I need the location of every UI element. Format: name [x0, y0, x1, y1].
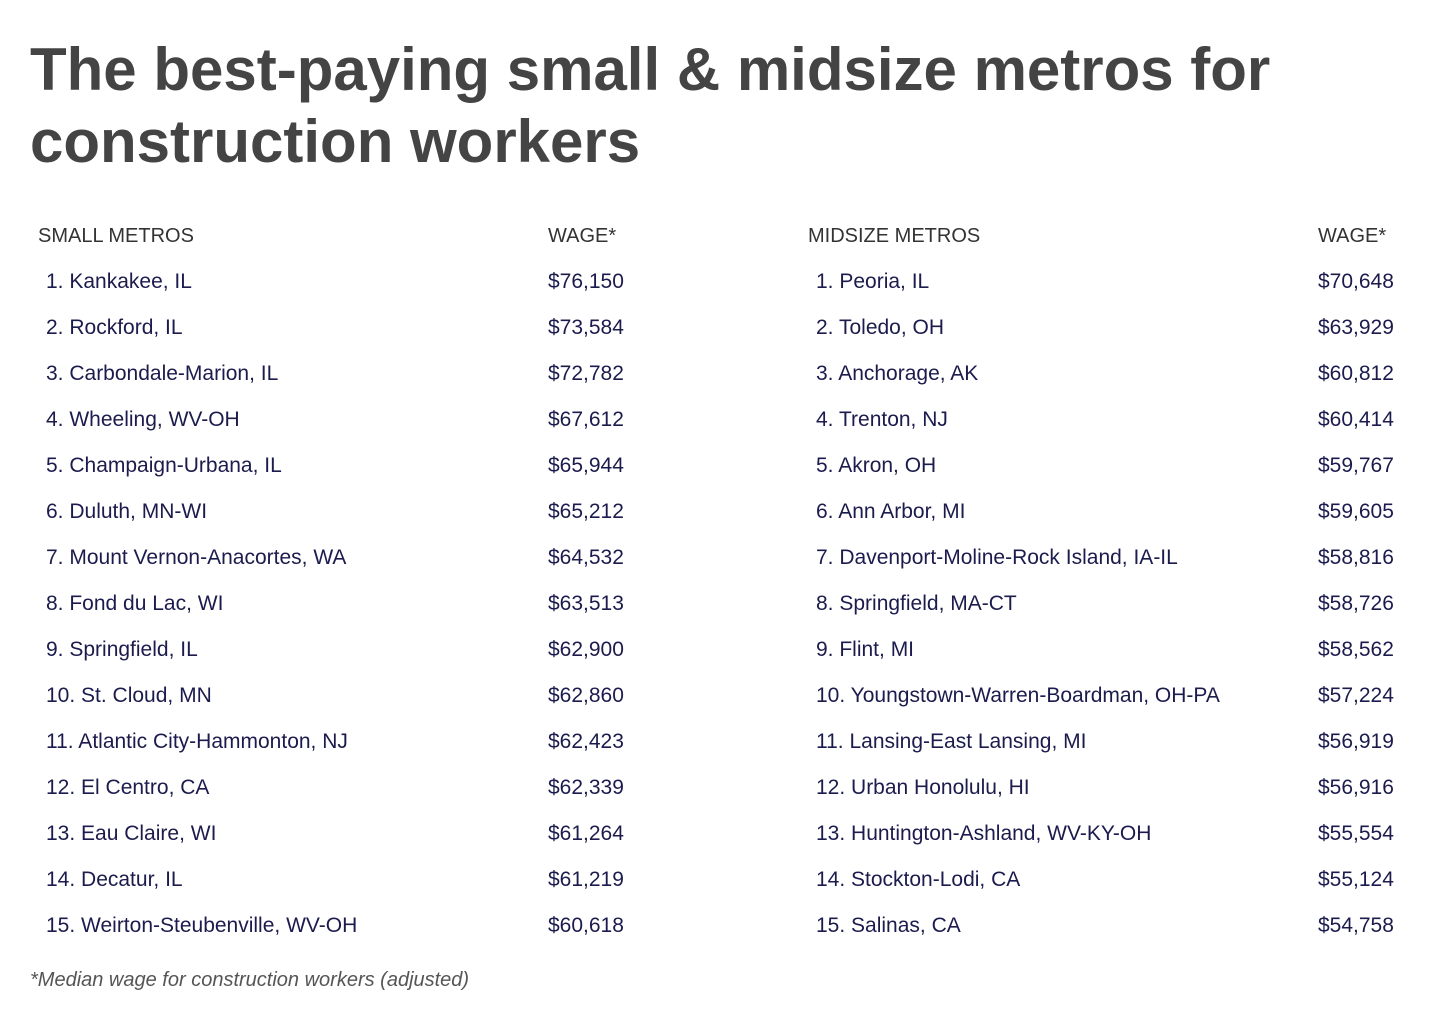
wage: $61,264 — [548, 822, 624, 845]
wage: $54,758 — [1318, 914, 1394, 937]
wage: $60,618 — [548, 914, 624, 937]
wage: $76,150 — [548, 270, 624, 293]
metro-name: 11. Lansing-East Lansing, MI — [816, 730, 1087, 753]
metro-name: 11. Atlantic City-Hammonton, NJ — [46, 730, 348, 753]
metro-name: 2. Rockford, IL — [46, 316, 183, 339]
metro-name: 7. Mount Vernon-Anacortes, WA — [46, 546, 347, 569]
metro-name: 1. Peoria, IL — [816, 270, 930, 293]
metro-name: 6. Duluth, MN-WI — [46, 500, 208, 523]
metro-name: 15. Salinas, CA — [816, 914, 961, 937]
wage: $60,414 — [1318, 408, 1394, 431]
wage: $63,513 — [548, 592, 624, 615]
metro-name: 15. Weirton-Steubenville, WV-OH — [46, 914, 358, 937]
wage: $56,919 — [1318, 730, 1394, 753]
wage: $60,812 — [1318, 362, 1394, 385]
column-header: SMALL METROS — [38, 225, 194, 247]
metro-name: 14. Decatur, IL — [46, 868, 183, 891]
metro-name: 12. El Centro, CA — [46, 776, 210, 799]
metro-name: 3. Anchorage, AK — [816, 362, 979, 385]
wage: $70,648 — [1318, 270, 1394, 293]
wage: $55,554 — [1318, 822, 1394, 845]
column-header: WAGE* — [1318, 225, 1387, 247]
wage: $63,929 — [1318, 316, 1394, 339]
wage: $65,944 — [548, 454, 624, 477]
wage: $65,212 — [548, 500, 624, 523]
metro-name: 12. Urban Honolulu, HI — [816, 776, 1030, 799]
wage: $61,219 — [548, 868, 624, 891]
metro-name: 13. Huntington-Ashland, WV-KY-OH — [816, 822, 1152, 845]
title: The best-paying small & midsize metros f… — [30, 36, 1271, 175]
wage: $58,816 — [1318, 546, 1394, 569]
metro-name: 8. Springfield, MA-CT — [816, 592, 1017, 615]
footnote: *Median wage for construction workers (a… — [30, 969, 470, 991]
wage: $59,767 — [1318, 454, 1394, 477]
wage: $56,916 — [1318, 776, 1394, 799]
wage: $57,224 — [1318, 684, 1394, 707]
wage: $72,782 — [548, 362, 624, 385]
wage: $64,532 — [548, 546, 624, 569]
wage: $58,726 — [1318, 592, 1394, 615]
wage: $55,124 — [1318, 868, 1394, 891]
metro-name: 5. Champaign-Urbana, IL — [46, 454, 282, 477]
wage: $73,584 — [548, 316, 624, 339]
wage: $62,860 — [548, 684, 624, 707]
wage: $59,605 — [1318, 500, 1394, 523]
metro-name: 14. Stockton-Lodi, CA — [816, 868, 1021, 891]
metro-name: 13. Eau Claire, WI — [46, 822, 217, 845]
metro-name: 6. Ann Arbor, MI — [816, 500, 966, 523]
wage: $67,612 — [548, 408, 624, 431]
metro-name: 7. Davenport-Moline-Rock Island, IA-IL — [816, 546, 1178, 569]
metro-name: 8. Fond du Lac, WI — [46, 592, 224, 615]
metro-name: 2. Toledo, OH — [816, 316, 945, 339]
metro-name: 4. Wheeling, WV-OH — [46, 408, 240, 431]
metro-name: 10. Youngstown-Warren-Boardman, OH-PA — [816, 684, 1220, 707]
metro-name: 9. Flint, MI — [816, 638, 915, 661]
column-header: WAGE* — [548, 225, 617, 247]
metro-name: 9. Springfield, IL — [46, 638, 198, 661]
wage: $62,900 — [548, 638, 624, 661]
wage: $62,423 — [548, 730, 624, 753]
wage: $62,339 — [548, 776, 624, 799]
metro-name: 5. Akron, OH — [816, 454, 937, 477]
metro-name: 4. Trenton, NJ — [816, 408, 948, 431]
metro-name: 3. Carbondale-Marion, IL — [46, 362, 279, 385]
wage: $58,562 — [1318, 638, 1394, 661]
column-header: MIDSIZE METROS — [808, 225, 981, 247]
metro-name: 1. Kankakee, IL — [46, 270, 192, 293]
metro-name: 10. St. Cloud, MN — [46, 684, 212, 707]
